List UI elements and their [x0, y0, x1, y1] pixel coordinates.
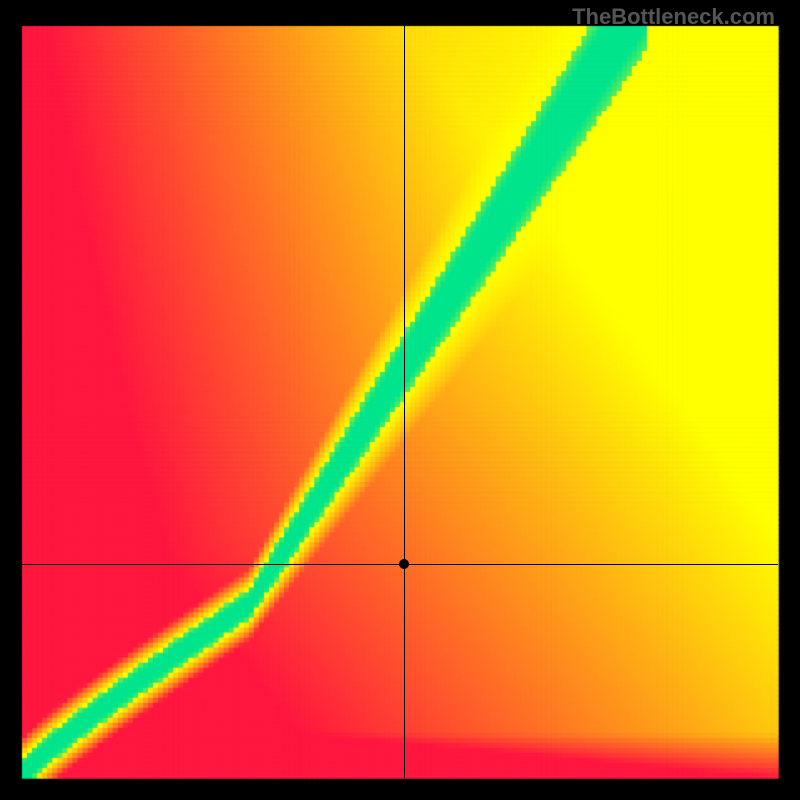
watermark-label: TheBottleneck.com: [572, 4, 775, 30]
crosshair-vertical: [404, 26, 405, 778]
heatmap-canvas: [0, 0, 800, 800]
marker-dot: [399, 559, 409, 569]
chart-container: TheBottleneck.com: [0, 0, 800, 800]
